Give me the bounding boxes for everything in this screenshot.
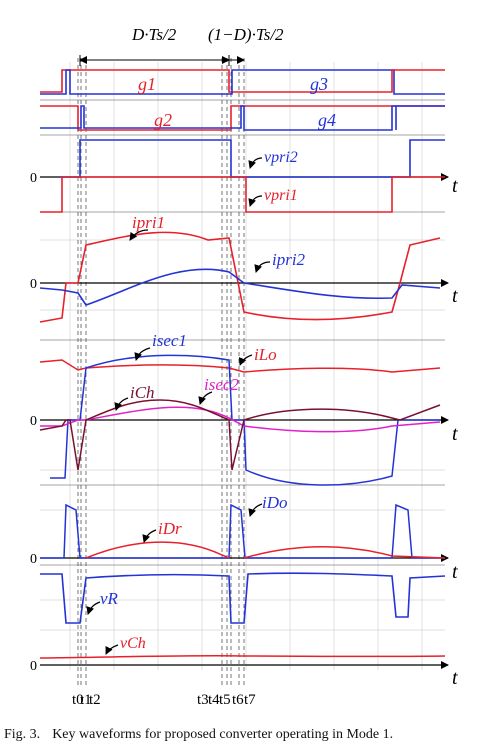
ipri2-pointer: [254, 261, 271, 273]
isec2-pointer: [198, 391, 213, 405]
vpri2-pointer: [248, 157, 263, 169]
iLo-waveform: [39, 359, 441, 373]
g1-waveform-2: [246, 69, 445, 93]
ipri-zero-label: 0: [30, 277, 37, 292]
instant-label-t1: t1: [80, 692, 92, 708]
iCh-label: iCh: [130, 383, 155, 402]
vCh-t-label: t: [452, 667, 458, 689]
instant-label-t3: t3: [197, 692, 209, 708]
g2-label: g2: [154, 110, 172, 130]
idiode-t-label: t: [452, 561, 458, 583]
instant-label-t4: t4: [208, 692, 220, 708]
vpri-t-label: t: [452, 175, 458, 197]
iDr-label: iDr: [158, 519, 182, 538]
isec2-waveform: [40, 406, 441, 433]
iDo-waveform: [40, 503, 445, 559]
ipri2-waveform: [39, 268, 441, 306]
g3-waveform: [40, 69, 445, 95]
iDo-pointer: [248, 503, 263, 517]
ipri-waveforms: [39, 231, 441, 323]
iCh-pointer: [114, 397, 129, 411]
instant-label-t2: t2: [89, 692, 101, 708]
vCh-waveform: [39, 654, 446, 659]
vpri2-label: vpri2: [264, 149, 298, 166]
instant-label-t6: t6: [232, 692, 244, 708]
background-grid: [40, 62, 445, 670]
iDr-pointer: [142, 529, 157, 543]
d-ts2-label: D·Ts/2: [131, 25, 177, 44]
gate-panel-g1-g3: [40, 69, 445, 95]
vpri1-pointer: [248, 195, 263, 207]
idiode-zero-label: 0: [30, 552, 37, 567]
vR-waveform-group: [40, 572, 446, 624]
ipri1-waveform: [39, 231, 441, 323]
vpri-waveforms: [40, 139, 445, 213]
isec1-pointer: [134, 347, 151, 361]
vCh-label: vCh: [120, 635, 146, 652]
vpri2-waveform: [60, 139, 445, 178]
idiode-waveforms: [40, 503, 446, 559]
isec1-label: isec1: [152, 331, 187, 350]
gate-panel-g2-g4: [40, 105, 445, 131]
g2-waveform: [40, 105, 445, 131]
top-duration-arrows: [79, 55, 245, 66]
g3-label: g3: [310, 74, 328, 94]
iLo-label: iLo: [254, 345, 277, 364]
vR-pointer: [86, 601, 101, 615]
iDo-label: iDo: [262, 493, 288, 512]
vpri1-waveform: [40, 176, 445, 213]
vpri1-label: vpri1: [264, 187, 298, 204]
g4-label: g4: [318, 110, 336, 130]
isec-zero-label: 0: [30, 414, 37, 429]
instant-label-t5: t5: [219, 692, 231, 708]
vpri-zero-label: 0: [30, 171, 37, 186]
g4-waveform: [40, 105, 445, 131]
panel-separators: [40, 99, 445, 566]
instant-label-t7: t7: [244, 692, 256, 708]
vR-label: vR: [100, 589, 119, 608]
vR-waveform: [40, 572, 446, 624]
isec-t-label: t: [452, 423, 458, 445]
iCh-waveform: [39, 399, 441, 471]
vCh-zero-label: 0: [30, 659, 37, 674]
waveform-diagram: D·Ts/2 (1−D)·Ts/2 g1 g3 g2 g4 0 t vpri2 …: [30, 25, 458, 708]
figure-caption: Fig. 3. Key waveforms for proposed conver…: [4, 727, 474, 743]
caption-text: Key waveforms for proposed converter ope…: [52, 727, 394, 742]
vCh-pointer: [105, 644, 119, 655]
ipri2-label: ipri2: [272, 250, 306, 269]
instant-label-t0: t0: [72, 692, 84, 708]
ipri1-label: ipri1: [132, 213, 165, 232]
ipri1-pointer: [129, 229, 149, 241]
ipri-t-label: t: [452, 285, 458, 307]
isec-waveforms: [39, 354, 441, 486]
one-minus-d-label: (1−D)·Ts/2: [208, 25, 284, 44]
iLo-pointer: [238, 354, 253, 366]
g1-label: g1: [138, 74, 156, 94]
iDr-waveform: [85, 541, 446, 559]
caption-number: Fig. 3.: [4, 727, 41, 742]
isec2-label: isec2: [204, 375, 239, 394]
